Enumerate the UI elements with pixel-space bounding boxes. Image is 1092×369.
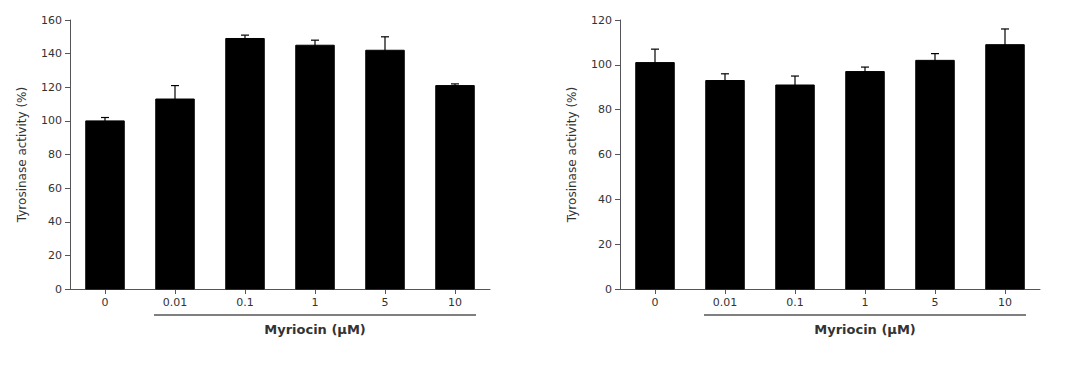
svg-text:60: 60	[598, 148, 612, 161]
svg-text:0.01: 0.01	[163, 296, 188, 309]
svg-text:80: 80	[598, 103, 612, 116]
svg-text:Tyrosinase activity (%): Tyrosinase activity (%)	[565, 87, 579, 223]
svg-text:0: 0	[102, 296, 109, 309]
svg-text:Tyrosinase activity (%): Tyrosinase activity (%)	[15, 87, 29, 223]
svg-text:120: 120	[591, 14, 612, 27]
svg-text:5: 5	[382, 296, 389, 309]
svg-text:40: 40	[598, 193, 612, 206]
svg-text:20: 20	[48, 249, 62, 262]
svg-text:140: 140	[41, 47, 62, 60]
svg-text:1: 1	[862, 296, 869, 309]
svg-text:80: 80	[48, 148, 62, 161]
svg-text:60: 60	[48, 182, 62, 195]
svg-text:Myriocin (μM): Myriocin (μM)	[814, 322, 916, 337]
svg-text:0: 0	[55, 283, 62, 296]
svg-text:100: 100	[41, 114, 62, 127]
svg-text:0: 0	[605, 283, 612, 296]
svg-text:0.1: 0.1	[236, 296, 254, 309]
svg-text:0: 0	[652, 296, 659, 309]
svg-text:100: 100	[591, 58, 612, 71]
svg-text:40: 40	[48, 215, 62, 228]
svg-text:120: 120	[41, 81, 62, 94]
svg-text:Myriocin (μM): Myriocin (μM)	[264, 322, 366, 337]
svg-text:10: 10	[448, 296, 462, 309]
svg-text:10: 10	[998, 296, 1012, 309]
svg-text:160: 160	[41, 14, 62, 27]
svg-text:1: 1	[312, 296, 319, 309]
svg-text:20: 20	[598, 238, 612, 251]
svg-text:0.1: 0.1	[786, 296, 804, 309]
svg-text:0.01: 0.01	[713, 296, 738, 309]
svg-text:5: 5	[932, 296, 939, 309]
